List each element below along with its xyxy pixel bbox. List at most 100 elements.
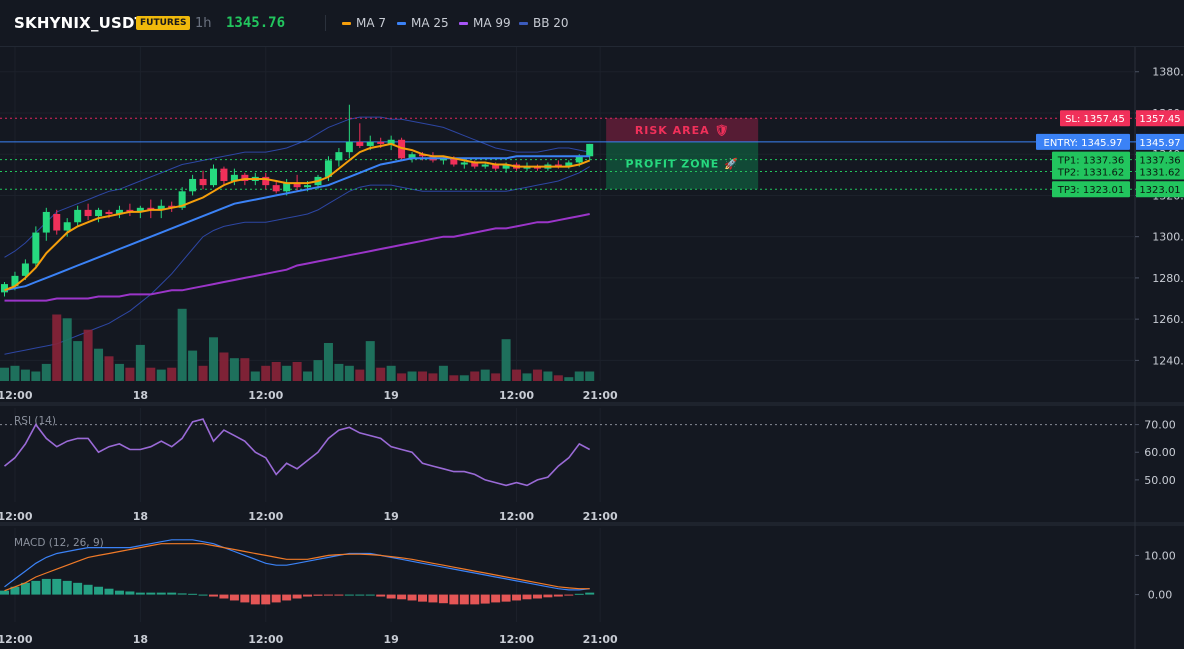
pane-separator bbox=[0, 522, 1184, 526]
macd-histogram-bar bbox=[449, 594, 459, 605]
legend-ma25[interactable]: MA 25 bbox=[397, 16, 449, 30]
volume-bar bbox=[250, 371, 260, 381]
legend-bb20-swatch bbox=[519, 22, 528, 25]
candle-body bbox=[366, 141, 374, 146]
candle-body bbox=[439, 158, 447, 161]
macd-histogram-bar bbox=[104, 588, 114, 595]
macd-histogram-bar bbox=[543, 594, 553, 598]
volume-bar bbox=[480, 369, 490, 381]
volume-bar bbox=[459, 375, 469, 381]
macd-histogram-bar bbox=[62, 580, 72, 595]
candle-body bbox=[293, 183, 301, 188]
time-tick-label: 18 bbox=[133, 633, 148, 646]
volume-bar bbox=[438, 365, 448, 381]
volume-bar bbox=[282, 365, 292, 381]
volume-bar bbox=[41, 363, 51, 381]
candle-body bbox=[115, 209, 123, 214]
time-tick-label: 12:00 bbox=[248, 510, 283, 523]
volume-bar bbox=[532, 369, 542, 381]
candle-body bbox=[460, 162, 468, 165]
volume-bar bbox=[522, 373, 532, 381]
candle-body bbox=[523, 166, 531, 169]
volume-bar bbox=[240, 358, 250, 381]
volume-bar bbox=[209, 337, 218, 381]
entry-axis-label: 1345.97 bbox=[1139, 138, 1180, 149]
candle-body bbox=[492, 164, 500, 169]
time-tick-label: 21:00 bbox=[583, 633, 618, 646]
macd-histogram-bar bbox=[0, 590, 9, 595]
volume-bar bbox=[449, 375, 459, 381]
macd-histogram-bar bbox=[94, 586, 104, 595]
header-divider bbox=[325, 15, 326, 31]
tp3-tag-label: TP3: 1323.01 bbox=[1057, 185, 1124, 196]
candle-body bbox=[408, 154, 416, 159]
time-tick-label: 18 bbox=[133, 510, 148, 523]
candle-body bbox=[554, 164, 562, 167]
legend-ma99-swatch bbox=[459, 22, 468, 25]
macd-histogram-bar bbox=[376, 594, 386, 597]
volume-bar bbox=[146, 367, 156, 381]
entry-axis-tag bbox=[1136, 133, 1184, 150]
macd-histogram-bar bbox=[10, 586, 20, 595]
volume-bar bbox=[397, 373, 407, 381]
macd-histogram-bar bbox=[240, 594, 250, 603]
time-tick-label: 21:00 bbox=[583, 389, 618, 402]
time-tick-label: 19 bbox=[383, 510, 398, 523]
volume-bar bbox=[20, 369, 30, 381]
candle-body bbox=[356, 141, 364, 146]
macd-histogram-bar bbox=[229, 594, 239, 601]
legend-bb20[interactable]: BB 20 bbox=[519, 16, 569, 30]
macd-histogram-bar bbox=[146, 592, 156, 595]
macd-histogram-bar bbox=[564, 594, 574, 596]
time-tick-label: 19 bbox=[383, 633, 398, 646]
candle-body bbox=[502, 164, 510, 169]
volume-bar bbox=[73, 341, 83, 381]
legend-ma7[interactable]: MA 7 bbox=[342, 16, 386, 30]
macd-histogram-bar bbox=[407, 594, 417, 601]
timeframe-selector[interactable]: 1h bbox=[195, 16, 212, 31]
pane-separator bbox=[0, 402, 1184, 406]
macd-histogram-bar bbox=[418, 594, 427, 602]
macd-histogram-bar bbox=[303, 594, 313, 597]
time-tick-label: 21:00 bbox=[583, 510, 618, 523]
bb-lower-line bbox=[4, 166, 590, 355]
volume-bar bbox=[303, 371, 313, 381]
legend-ma99[interactable]: MA 99 bbox=[459, 16, 511, 30]
macd-histogram-bar bbox=[292, 594, 302, 599]
macd-title: MACD (12, 26, 9) bbox=[14, 537, 104, 549]
volume-bar bbox=[261, 365, 271, 381]
macd-histogram-bar bbox=[125, 591, 135, 595]
macd-histogram-bar bbox=[167, 592, 177, 595]
profit-zone-label: PROFIT ZONE 🚀 bbox=[625, 158, 738, 171]
time-tick-label: 18 bbox=[133, 389, 148, 402]
macd-histogram-bar bbox=[501, 594, 511, 602]
candle-body bbox=[199, 178, 207, 186]
volume-bar bbox=[62, 318, 72, 381]
volume-bar bbox=[198, 365, 208, 381]
candle-body bbox=[450, 158, 458, 165]
macd-histogram-bar bbox=[52, 578, 62, 595]
volume-bar bbox=[188, 350, 198, 381]
candle-body bbox=[1, 284, 8, 293]
candle-body bbox=[136, 207, 144, 212]
macd-histogram-bar bbox=[365, 594, 375, 596]
volume-bar bbox=[94, 348, 104, 381]
candle-body bbox=[241, 174, 249, 182]
candle-body bbox=[481, 164, 489, 167]
macd-histogram-bar bbox=[219, 594, 229, 599]
macd-histogram-bar bbox=[480, 594, 490, 604]
candle-body bbox=[210, 168, 217, 186]
candle-body bbox=[345, 141, 353, 153]
candle-body bbox=[377, 141, 385, 144]
volume-bar bbox=[334, 363, 344, 381]
price-tick-label: 1240.00 bbox=[1152, 354, 1184, 367]
volume-bar bbox=[104, 356, 114, 381]
volume-bar bbox=[229, 358, 239, 381]
candle-body bbox=[95, 209, 103, 217]
symbol-name[interactable]: SKHYNIX_USDT bbox=[14, 14, 146, 32]
macd-tick-label: 10.00 bbox=[1144, 549, 1176, 562]
candle-body bbox=[387, 139, 395, 144]
volume-bar bbox=[386, 365, 396, 381]
macd-histogram-bar bbox=[438, 594, 448, 604]
